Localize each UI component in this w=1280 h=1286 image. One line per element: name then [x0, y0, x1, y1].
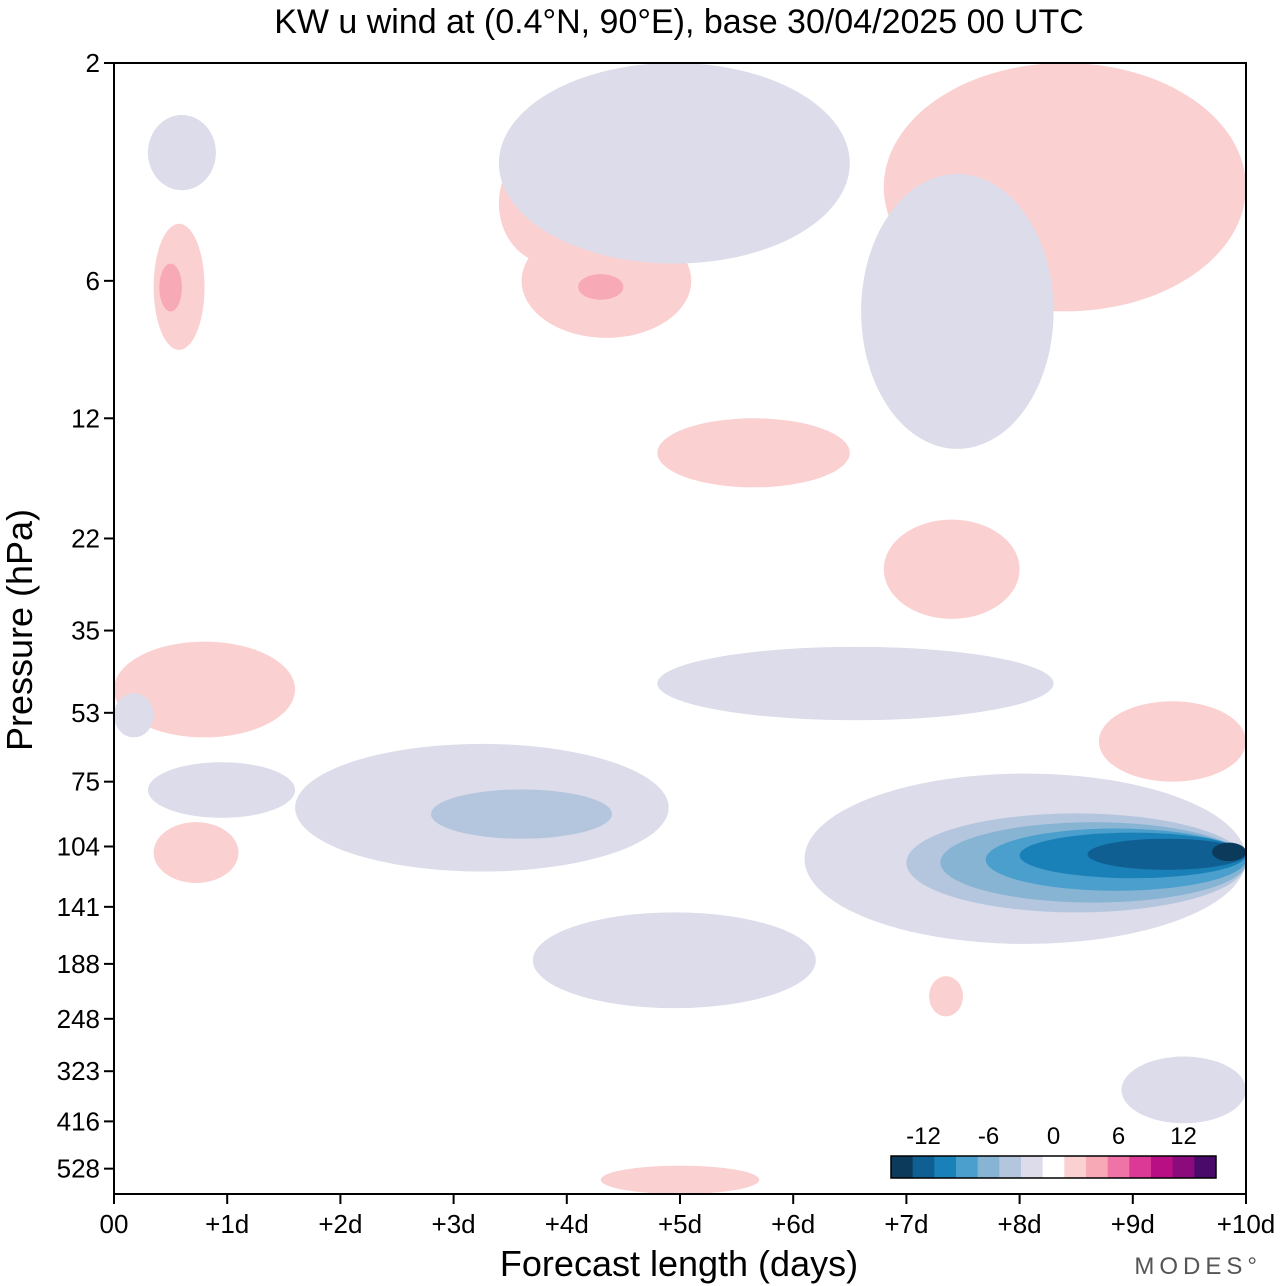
- colorbar: -12 -6 0 6 12: [890, 1123, 1217, 1179]
- y-tick-label: 248: [57, 1004, 100, 1034]
- y-tick-label: 416: [57, 1106, 100, 1136]
- colorbar-swatch: [1042, 1156, 1065, 1178]
- x-tick-label: +1d: [205, 1209, 249, 1239]
- colorbar-swatch: [999, 1156, 1022, 1178]
- contour-region: [498, 63, 850, 264]
- contour-region: [1087, 838, 1246, 870]
- colorbar-frame: [890, 1155, 1217, 1179]
- colorbar-label: 0: [1047, 1123, 1060, 1150]
- contour-region: [532, 912, 816, 1009]
- y-axis: 2 6 12 22 35 53 75 104 141 188 248 323 416 528: [57, 48, 114, 1184]
- contour-regions: [114, 63, 1246, 1194]
- contour-region: [1098, 701, 1246, 782]
- x-tick-label: +3d: [432, 1209, 476, 1239]
- colorbar-swatch: [1086, 1156, 1109, 1178]
- y-tick-label: 323: [57, 1056, 100, 1086]
- contour-region: [883, 519, 1020, 619]
- contour-region: [578, 274, 624, 300]
- contour-region: [1212, 842, 1246, 862]
- colorbar-swatch: [977, 1156, 1000, 1178]
- colorbar-swatch: [1194, 1156, 1217, 1178]
- x-axis-label: Forecast length (days): [500, 1243, 858, 1284]
- colorbar-label: -12: [906, 1123, 941, 1150]
- x-tick-label: +4d: [545, 1209, 589, 1239]
- y-tick-label: 2: [86, 48, 100, 78]
- colorbar-swatch: [912, 1156, 935, 1178]
- x-tick-label: +9d: [1111, 1209, 1155, 1239]
- y-tick-label: 528: [57, 1154, 100, 1184]
- colorbar-swatch: [891, 1156, 914, 1178]
- y-tick-label: 75: [71, 767, 100, 797]
- contour-region: [1121, 1056, 1246, 1124]
- y-tick-label: 35: [71, 616, 100, 646]
- y-tick-label: 6: [86, 266, 100, 296]
- colorbar-label: 6: [1112, 1123, 1125, 1150]
- colorbar-label: 12: [1170, 1123, 1197, 1150]
- x-axis: 00 +1d +2d +3d +4d +5d +6d +7d +8d +9d +10d: [100, 1194, 1276, 1239]
- contour-region: [153, 822, 239, 883]
- y-tick-label: 188: [57, 949, 100, 979]
- x-tick-label: +10d: [1217, 1209, 1276, 1239]
- colorbar-label: -6: [978, 1123, 999, 1150]
- contour-region: [430, 789, 613, 839]
- x-tick-label: +5d: [658, 1209, 702, 1239]
- contour-region: [657, 418, 850, 488]
- colorbar-swatch: [1021, 1156, 1044, 1178]
- contour-region: [600, 1165, 760, 1194]
- x-tick-label: +6d: [771, 1209, 815, 1239]
- contour-region: [159, 263, 182, 312]
- x-tick-label: 00: [100, 1209, 129, 1239]
- x-tick-label: +8d: [998, 1209, 1042, 1239]
- colorbar-swatch: [956, 1156, 979, 1178]
- contour-region: [861, 173, 1054, 449]
- y-tick-label: 22: [71, 523, 100, 553]
- x-tick-label: +2d: [318, 1209, 362, 1239]
- colorbar-swatch: [1172, 1156, 1195, 1178]
- contour-region: [147, 762, 296, 818]
- colorbar-swatch: [1064, 1156, 1087, 1178]
- y-tick-label: 141: [57, 892, 100, 922]
- contour-region: [929, 976, 964, 1017]
- colorbar-swatch: [1107, 1156, 1130, 1178]
- contour-region: [114, 693, 154, 738]
- x-tick-label: +7d: [884, 1209, 928, 1239]
- contour-region: [147, 115, 216, 191]
- y-tick-label: 12: [71, 403, 100, 433]
- colorbar-swatch: [1129, 1156, 1152, 1178]
- colorbar-swatch: [1151, 1156, 1174, 1178]
- colorbar-swatch: [934, 1156, 957, 1178]
- modes-logo: MODES°: [1134, 1253, 1262, 1280]
- y-tick-label: 53: [71, 698, 100, 728]
- y-axis-label: Pressure (hPa): [0, 509, 40, 751]
- y-tick-label: 104: [57, 831, 100, 861]
- chart-title: KW u wind at (0.4°N, 90°E), base 30/04/2…: [274, 3, 1084, 41]
- contour-region: [114, 641, 296, 738]
- contour-region: [657, 646, 1054, 721]
